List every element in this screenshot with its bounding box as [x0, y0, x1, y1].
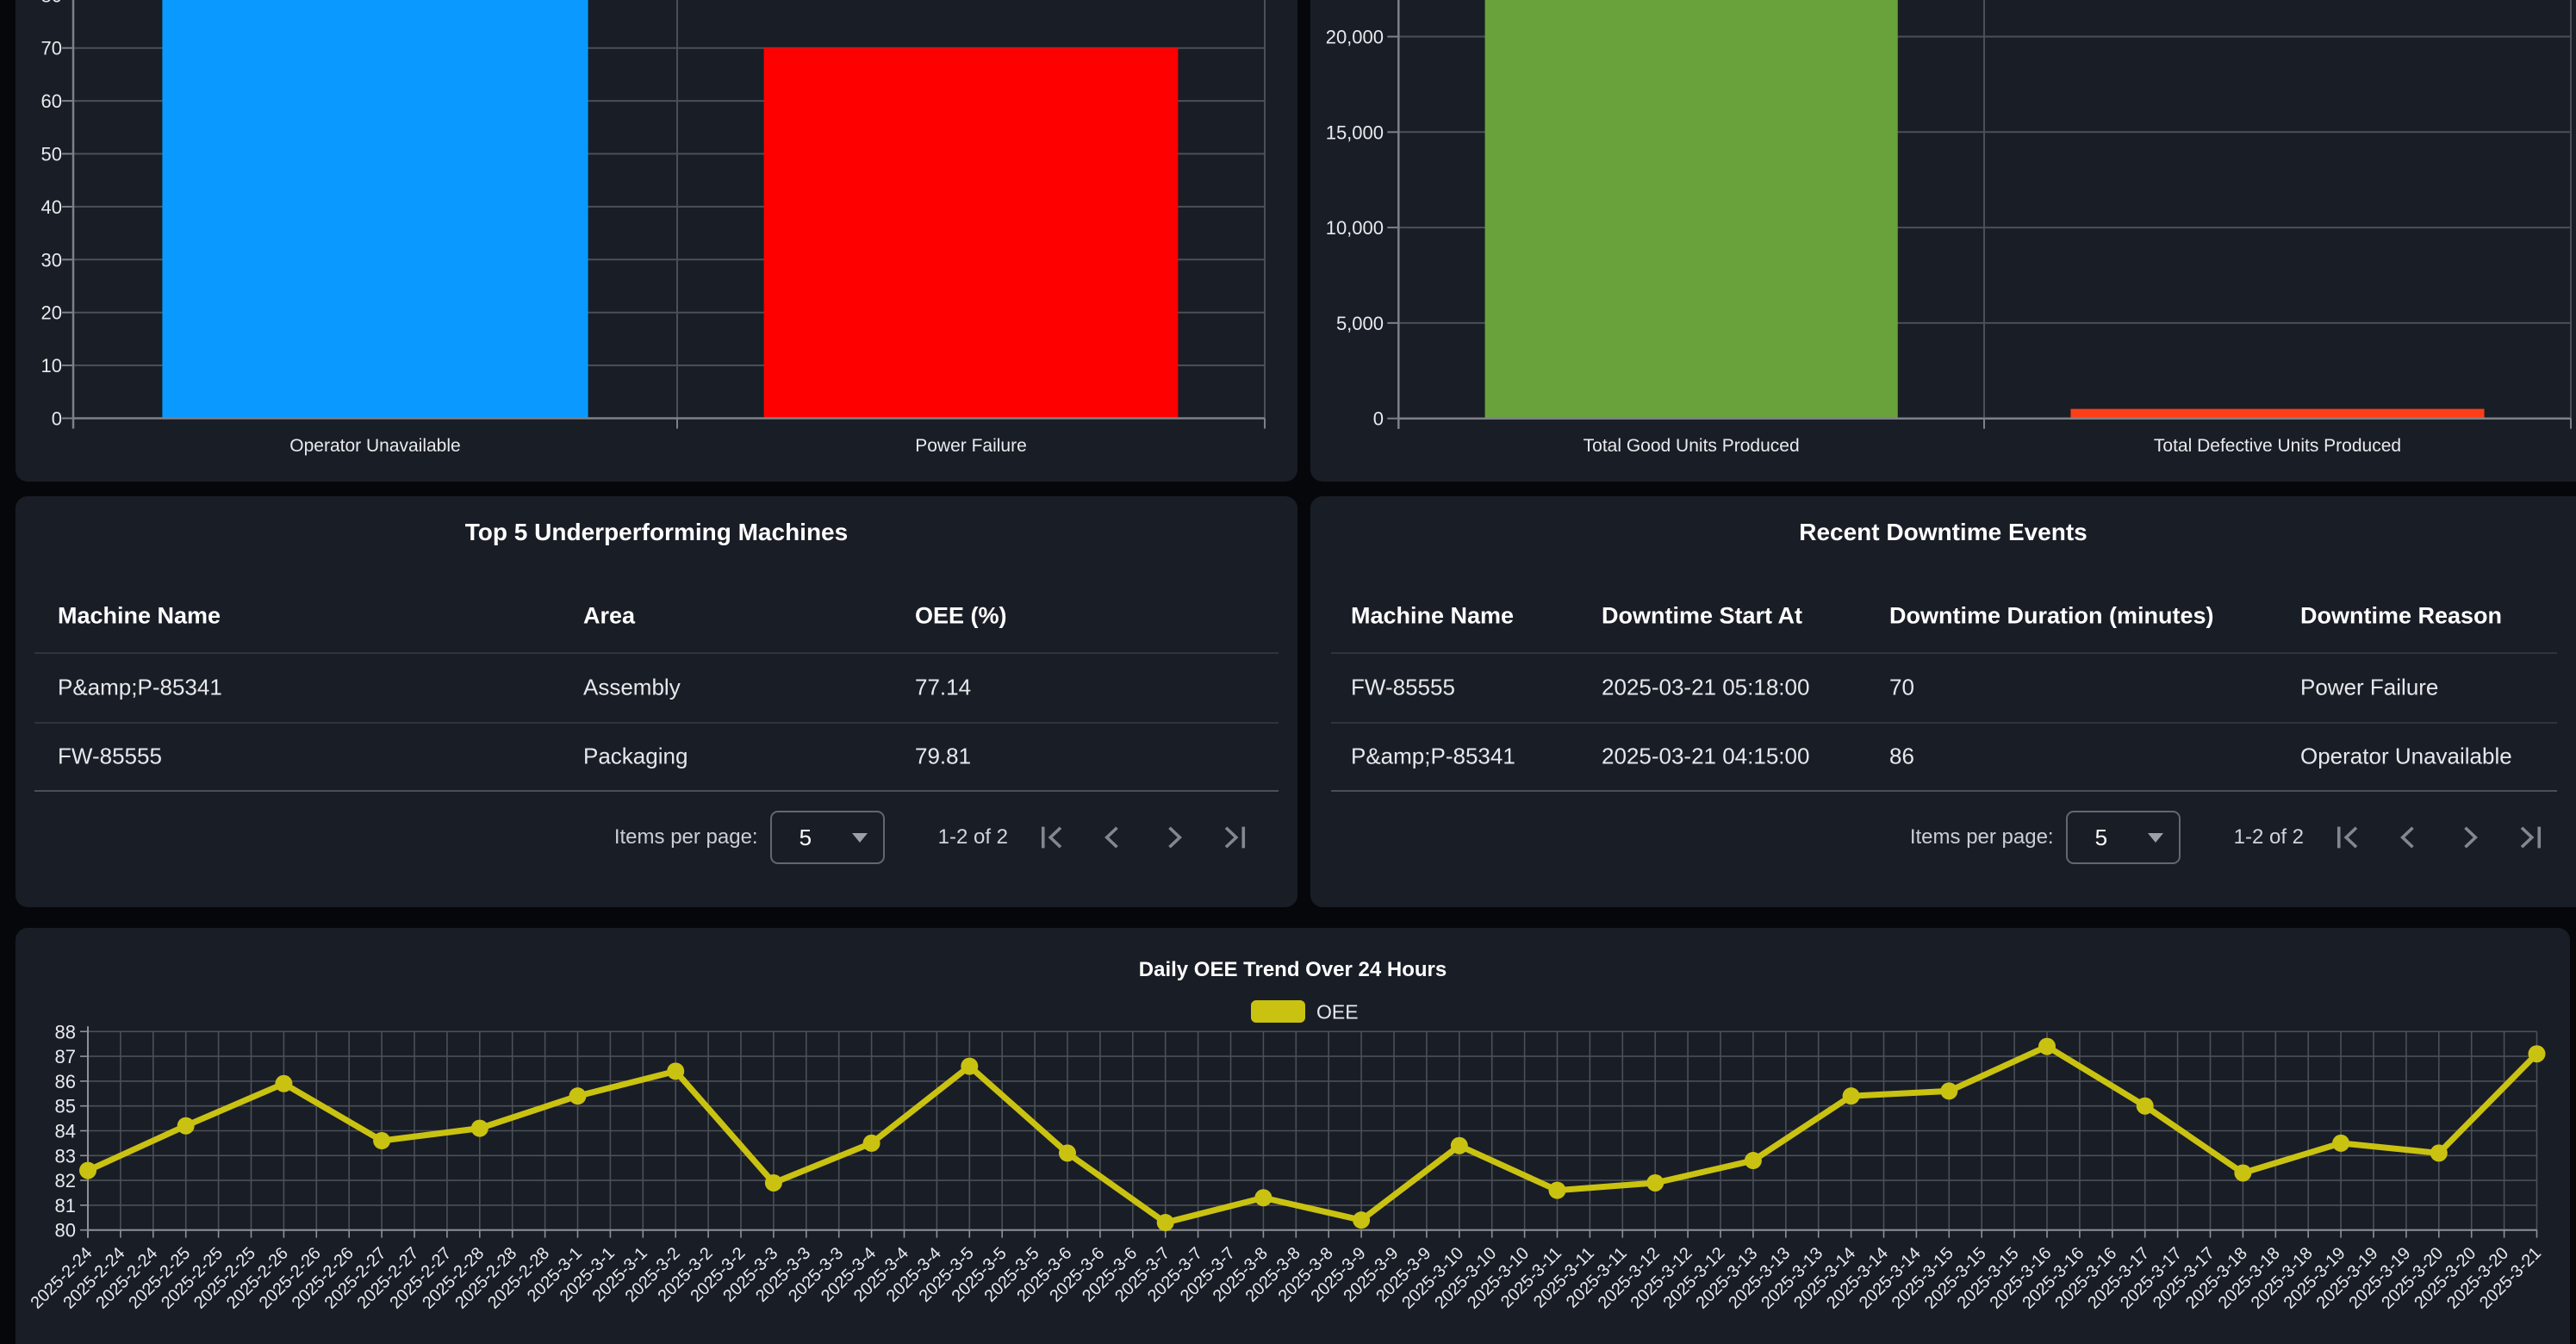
next-page-button[interactable] [1158, 822, 1189, 853]
page-size-value: 5 [799, 824, 812, 850]
chevron-left-icon [1098, 822, 1129, 853]
table-cell: 70 [1889, 674, 1914, 700]
table-cell: 2025-03-21 04:15:00 [1602, 743, 1810, 769]
table-divider [1331, 790, 2557, 792]
table-cell: 77.14 [915, 674, 972, 700]
card-downtime-events [1310, 496, 2576, 907]
paginator-underperforming: Items per page: 5 1-2 of 2 [16, 810, 1249, 865]
previous-page-button[interactable] [1098, 822, 1129, 853]
card-oee-trend-chart [16, 928, 2570, 1344]
card-downtime-by-reason-chart [16, 0, 1297, 482]
last-page-button[interactable] [1218, 822, 1249, 853]
oee-trend-title: Daily OEE Trend Over 24 Hours [1138, 958, 1447, 981]
items-per-page-label: Items per page: [613, 825, 758, 849]
first-page-button[interactable] [1037, 822, 1068, 853]
table-cell: FW-85555 [58, 743, 162, 769]
last-page-icon [1218, 822, 1249, 853]
column-header: Machine Name [1351, 602, 1515, 629]
page-size-select[interactable]: 5 [769, 811, 885, 864]
next-page-button[interactable] [2454, 822, 2485, 853]
chevron-down-icon [851, 832, 868, 843]
table-title-underperforming: Top 5 Underperforming Machines [464, 519, 849, 545]
card-underperforming-machines [16, 496, 1297, 907]
column-header: OEE (%) [915, 602, 1007, 629]
first-page-button[interactable] [2333, 822, 2364, 853]
table-cell: 86 [1889, 743, 1914, 769]
paginator-downtime-events: Items per page: 5 1-2 of 2 [1310, 810, 2545, 865]
first-page-icon [2333, 822, 2364, 853]
items-per-page-label: Items per page: [1909, 825, 2054, 849]
previous-page-button[interactable] [2393, 822, 2424, 853]
column-header: Downtime Reason [2300, 602, 2503, 629]
table-cell: 79.81 [915, 743, 972, 769]
page-size-select[interactable]: 5 [2065, 811, 2181, 864]
table-cell: Packaging [583, 743, 688, 769]
table-cell: Assembly [583, 674, 681, 700]
chevron-right-icon [2454, 822, 2485, 853]
chevron-left-icon [2393, 822, 2424, 853]
table-cell: Operator Unavailable [2300, 743, 2512, 769]
card-units-produced-chart [1310, 0, 2576, 482]
first-page-icon [1037, 822, 1068, 853]
table-divider [34, 790, 1279, 792]
oee-legend-swatch[interactable] [1251, 1000, 1305, 1023]
page-size-value: 5 [2094, 824, 2108, 850]
table-cell: 2025-03-21 05:18:00 [1602, 674, 1810, 700]
column-header: Area [583, 602, 636, 629]
page-range-label: 1-2 of 2 [937, 825, 1008, 849]
column-header: Downtime Duration (minutes) [1889, 602, 2214, 629]
table-title-downtime-events: Recent Downtime Events [1799, 519, 2088, 545]
table-divider [34, 722, 1279, 724]
table-divider [34, 652, 1279, 654]
table-cell: FW-85555 [1351, 674, 1455, 700]
column-header: Machine Name [58, 602, 221, 629]
table-cell: P&amp;P-85341 [1351, 743, 1515, 769]
chevron-right-icon [1158, 822, 1189, 853]
oee-legend-label[interactable]: OEE [1316, 1000, 1359, 1024]
page-range-label: 1-2 of 2 [2233, 825, 2304, 849]
table-cell: Power Failure [2300, 674, 2439, 700]
column-header: Downtime Start At [1602, 602, 1803, 629]
table-divider [1331, 722, 2557, 724]
table-divider [1331, 652, 2557, 654]
last-page-button[interactable] [2514, 822, 2545, 853]
last-page-icon [2514, 822, 2545, 853]
table-cell: P&amp;P-85341 [58, 674, 222, 700]
chevron-down-icon [2147, 832, 2163, 843]
